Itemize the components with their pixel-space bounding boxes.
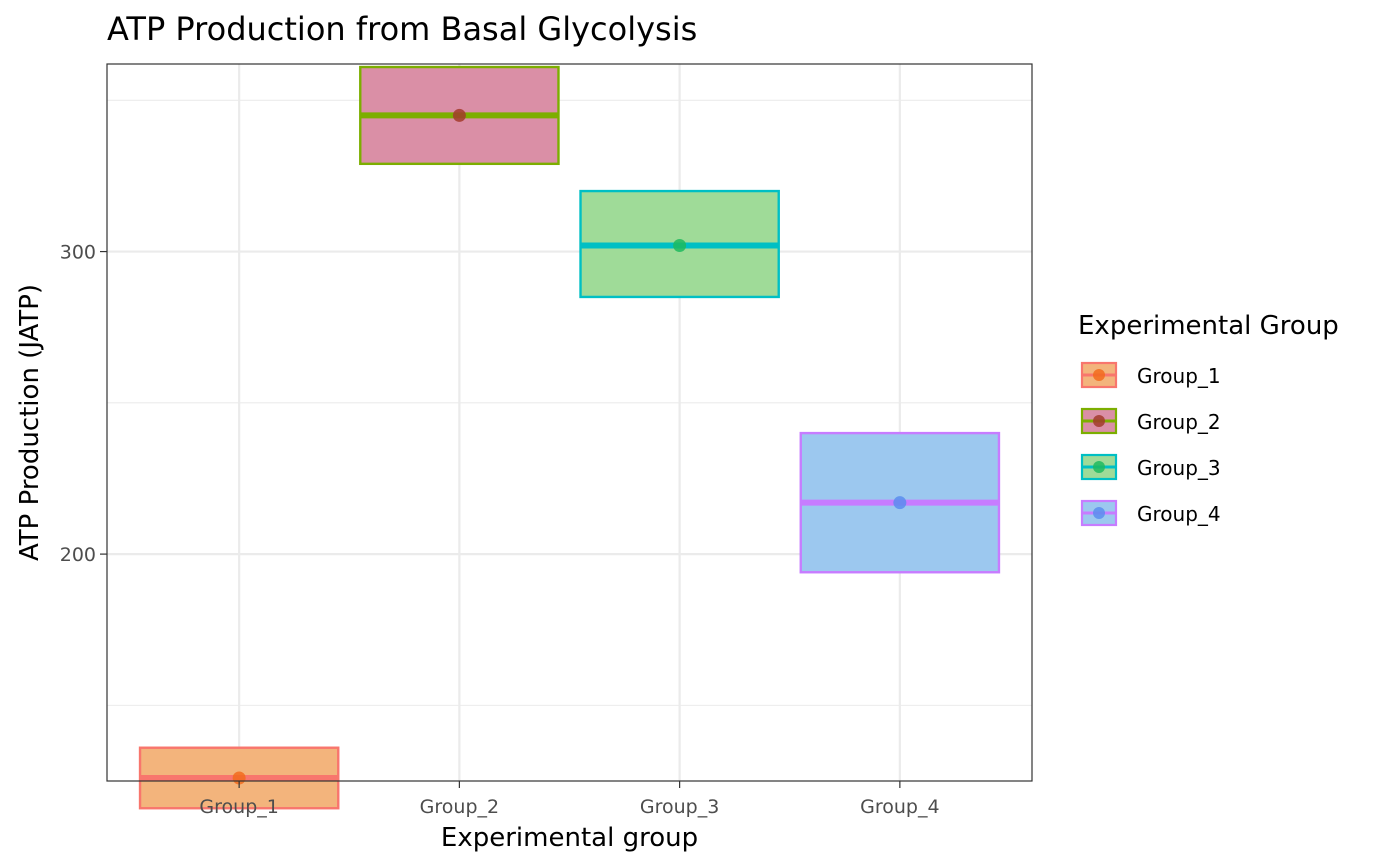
data-layer (138, 65, 1001, 810)
x-tick-label: Group_2 (420, 796, 499, 818)
legend-title: Experimental Group (1078, 311, 1339, 341)
crossbar-group-1 (138, 746, 340, 810)
legend-key-point (1093, 507, 1105, 519)
y-tick-label: 300 (60, 242, 96, 264)
y-axis-title: ATP Production (JATP) (15, 284, 45, 561)
legend-label: Group_1 (1137, 364, 1221, 388)
legend-key-point (1093, 415, 1105, 427)
legend-label: Group_4 (1137, 502, 1221, 526)
x-axis-title: Experimental group (441, 823, 698, 853)
y-axis: 200 300 (60, 242, 107, 566)
x-tick-label: Group_4 (860, 796, 939, 818)
y-tick-label: 200 (60, 544, 96, 566)
mean-point (673, 239, 687, 253)
legend-item-group-1: Group_1 (1080, 361, 1221, 389)
x-axis: Group_1 Group_2 Group_3 Group_4 (199, 781, 940, 818)
panel-background (107, 64, 1032, 781)
crossbar-group-2 (359, 65, 560, 166)
legend-label: Group_2 (1137, 410, 1221, 434)
x-tick-label: Group_3 (640, 796, 719, 818)
legend-item-group-2: Group_2 (1080, 407, 1221, 435)
legend-label: Group_3 (1137, 456, 1221, 480)
mean-point (452, 108, 466, 122)
mean-point (893, 496, 907, 510)
legend: Experimental Group Group_1 Group_2 Group_3… (1078, 311, 1339, 527)
legend-key-point (1093, 369, 1105, 381)
panel-border (106, 63, 1033, 782)
plot-panel (106, 63, 1033, 810)
grid (107, 64, 1032, 781)
legend-item-group-4: Group_4 (1080, 499, 1221, 527)
x-tick-label: Group_1 (199, 796, 278, 818)
crossbar-group-3 (579, 189, 780, 299)
crossbar-group-4 (799, 431, 1001, 574)
legend-item-group-3: Group_3 (1080, 453, 1221, 481)
chart-title: ATP Production from Basal Glycolysis (107, 10, 697, 48)
legend-key-point (1093, 461, 1105, 473)
